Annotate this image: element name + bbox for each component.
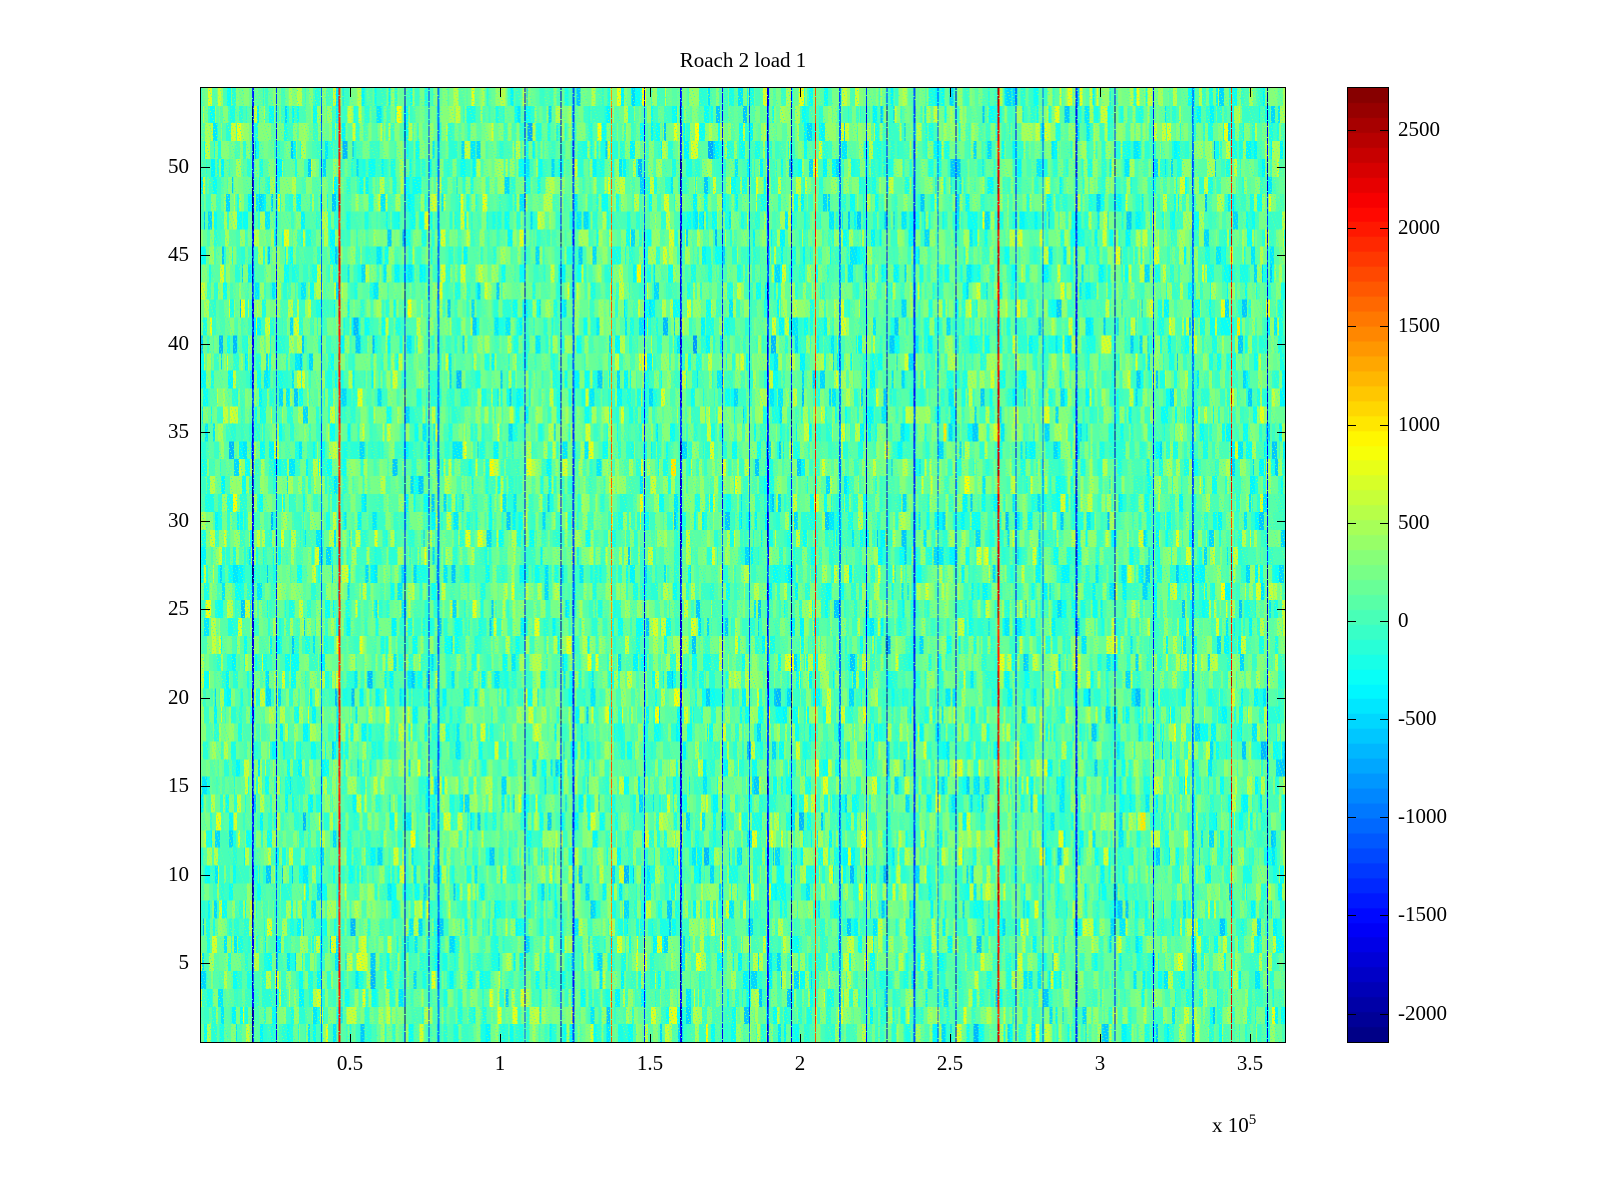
colorbar-tick (1348, 1014, 1356, 1015)
y-axis-tick (201, 255, 210, 256)
x-axis-tick-top (1250, 88, 1251, 97)
y-axis-tick-right (1277, 963, 1286, 964)
y-axis-tick-right (1277, 167, 1286, 168)
x-axis-tick-label: 0.5 (336, 1051, 364, 1075)
colorbar-tick-right (1380, 817, 1388, 818)
x-axis-tick-top (350, 88, 351, 97)
y-axis-tick-label: 35 (168, 419, 189, 443)
y-axis-tick-label: 10 (168, 862, 189, 886)
y-axis-tick-label: 40 (168, 331, 189, 355)
x-axis-tick-top (500, 88, 501, 97)
y-axis-tick-right (1277, 521, 1286, 522)
colorbar-gradient (1348, 88, 1388, 1042)
x-exponent-base: x 10 (1212, 1113, 1249, 1137)
colorbar-tick-right (1380, 228, 1388, 229)
x-axis-tick-label: 2.5 (936, 1051, 964, 1075)
colorbar-tick (1348, 130, 1356, 131)
x-axis-tick (950, 1034, 951, 1043)
x-axis-exponent-label: x 105 (1212, 1110, 1256, 1136)
colorbar-tick-label: 500 (1398, 510, 1430, 534)
y-axis-tick (201, 609, 210, 610)
colorbar-tick-right (1380, 130, 1388, 131)
y-axis-tick (201, 521, 210, 522)
colorbar-tick-right (1380, 425, 1388, 426)
y-axis-tick-right (1277, 432, 1286, 433)
colorbar-tick-right (1380, 1014, 1388, 1015)
y-axis-tick-label: 25 (168, 596, 189, 620)
x-axis-tick-top (650, 88, 651, 97)
colorbar-tick-right (1380, 719, 1388, 720)
y-axis-tick-label: 15 (168, 773, 189, 797)
colorbar-tick (1348, 523, 1356, 524)
x-axis-tick (800, 1034, 801, 1043)
heatmap-axes[interactable] (200, 87, 1286, 1043)
x-axis-tick-label: 2 (794, 1051, 806, 1075)
colorbar-tick-label: -500 (1398, 706, 1437, 730)
y-axis-tick-label: 30 (168, 508, 189, 532)
x-axis-tick (500, 1034, 501, 1043)
colorbar-tick-right (1380, 621, 1388, 622)
y-axis-tick-right (1277, 698, 1286, 699)
y-axis-tick (201, 698, 210, 699)
y-axis-tick (201, 963, 210, 964)
colorbar-tick-label: 1000 (1398, 412, 1440, 436)
colorbar[interactable] (1347, 87, 1389, 1043)
x-axis-tick (1250, 1034, 1251, 1043)
y-axis-tick (201, 432, 210, 433)
colorbar-tick-right (1380, 523, 1388, 524)
y-axis-tick (201, 786, 210, 787)
heatmap-image (201, 88, 1285, 1042)
y-axis-tick-label: 45 (168, 242, 189, 266)
colorbar-tick (1348, 817, 1356, 818)
colorbar-tick-right (1380, 326, 1388, 327)
colorbar-tick (1348, 915, 1356, 916)
colorbar-tick (1348, 228, 1356, 229)
x-exponent-power: 5 (1248, 1112, 1257, 1128)
colorbar-tick (1348, 719, 1356, 720)
colorbar-tick-label: 2500 (1398, 117, 1440, 141)
page-title: Roach 2 load 1 (679, 48, 807, 72)
colorbar-tick (1348, 621, 1356, 622)
colorbar-tick-label: -2000 (1398, 1001, 1447, 1025)
colorbar-tick (1348, 326, 1356, 327)
x-axis-tick-label: 1 (494, 1051, 506, 1075)
y-axis-tick (201, 167, 210, 168)
y-axis-tick-label: 20 (168, 685, 189, 709)
colorbar-tick-right (1380, 915, 1388, 916)
y-axis-tick (201, 344, 210, 345)
y-axis-tick-label: 50 (168, 154, 189, 178)
colorbar-tick-label: 0 (1398, 608, 1409, 632)
y-axis-tick (201, 875, 210, 876)
colorbar-tick-label: -1500 (1398, 902, 1447, 926)
colorbar-tick (1348, 425, 1356, 426)
y-axis-tick-right (1277, 875, 1286, 876)
y-axis-tick-right (1277, 344, 1286, 345)
x-axis-tick-top (1100, 88, 1101, 97)
x-axis-tick (350, 1034, 351, 1043)
colorbar-tick-label: 2000 (1398, 215, 1440, 239)
y-axis-tick-right (1277, 609, 1286, 610)
x-axis-tick-label: 3.5 (1236, 1051, 1264, 1075)
colorbar-tick-label: 1500 (1398, 313, 1440, 337)
x-axis-tick-label: 1.5 (636, 1051, 664, 1075)
x-axis-tick (650, 1034, 651, 1043)
y-axis-tick-label: 5 (178, 950, 190, 974)
x-axis-tick (1100, 1034, 1101, 1043)
x-axis-tick-top (800, 88, 801, 97)
y-axis-tick-right (1277, 786, 1286, 787)
x-axis-tick-label: 3 (1094, 1051, 1106, 1075)
colorbar-tick-label: -1000 (1398, 804, 1447, 828)
y-axis-tick-right (1277, 255, 1286, 256)
x-axis-tick-top (950, 88, 951, 97)
